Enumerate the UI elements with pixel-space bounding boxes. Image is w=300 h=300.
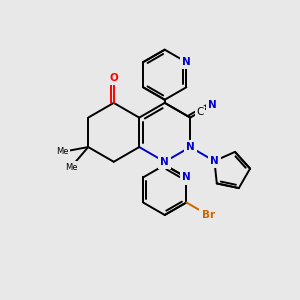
Text: Me: Me [56,147,68,156]
Text: N: N [182,172,191,182]
Text: N: N [210,156,219,166]
Text: N: N [208,100,216,110]
Text: N: N [186,142,195,152]
Text: Br: Br [202,210,214,220]
Text: N: N [160,157,169,167]
Text: C: C [196,107,204,117]
Text: N: N [182,57,191,67]
Text: Me: Me [65,163,77,172]
Text: O: O [109,73,118,83]
